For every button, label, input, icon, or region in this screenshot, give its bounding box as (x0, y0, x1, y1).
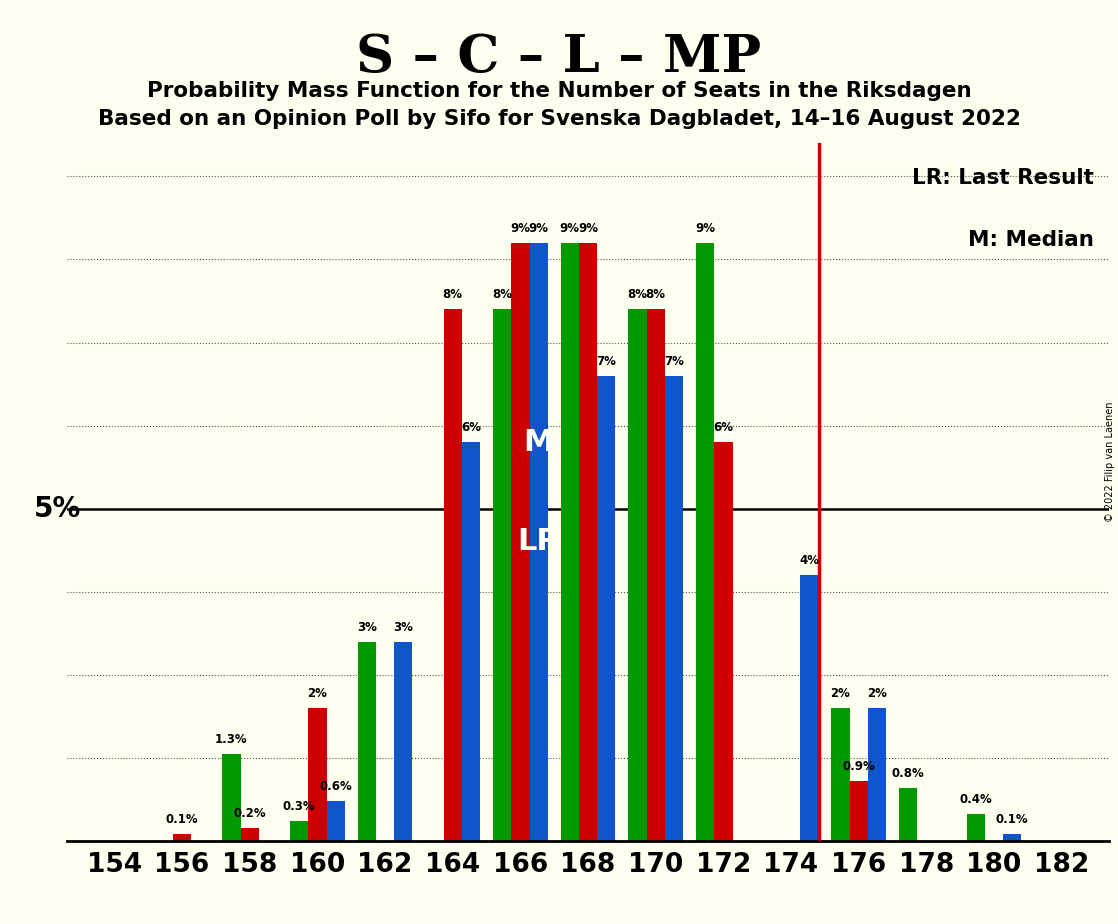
Text: 8%: 8% (443, 288, 463, 301)
Text: 0.8%: 0.8% (892, 767, 925, 780)
Text: 8%: 8% (646, 288, 665, 301)
Bar (240, 828, 259, 841)
Text: Based on an Opinion Poll by Sifo for Svenska Dagbladet, 14–16 August 2022: Based on an Opinion Poll by Sifo for Sve… (97, 109, 1021, 129)
Text: 0.3%: 0.3% (283, 800, 315, 813)
Text: 5%: 5% (34, 494, 80, 523)
Bar (800, 575, 818, 841)
Text: 0.1%: 0.1% (996, 813, 1029, 826)
Text: 3%: 3% (357, 621, 377, 634)
Bar (597, 376, 616, 841)
Bar (395, 641, 413, 841)
Bar (462, 443, 480, 841)
Text: 7%: 7% (596, 355, 616, 368)
Bar (358, 641, 376, 841)
Text: M: Median: M: Median (967, 230, 1093, 250)
Text: 0.9%: 0.9% (842, 760, 875, 773)
Bar (444, 310, 462, 841)
Bar (493, 310, 511, 841)
Text: © 2022 Filip van Laenen: © 2022 Filip van Laenen (1105, 402, 1115, 522)
Text: 0.4%: 0.4% (959, 794, 992, 807)
Bar (697, 243, 714, 841)
Bar (326, 801, 344, 841)
Bar (309, 708, 326, 841)
Text: LR: Last Result: LR: Last Result (911, 167, 1093, 188)
Text: 8%: 8% (627, 288, 647, 301)
Text: 0.1%: 0.1% (165, 813, 198, 826)
Bar (646, 310, 665, 841)
Text: 9%: 9% (695, 222, 716, 235)
Text: 8%: 8% (492, 288, 512, 301)
Text: M: M (523, 428, 553, 456)
Bar (560, 243, 579, 841)
Bar (1003, 834, 1022, 841)
Text: 2%: 2% (868, 687, 887, 700)
Bar (868, 708, 887, 841)
Text: 9%: 9% (560, 222, 580, 235)
Bar (530, 243, 548, 841)
Text: 2%: 2% (831, 687, 851, 700)
Bar (290, 821, 309, 841)
Bar (665, 376, 683, 841)
Text: 9%: 9% (578, 222, 598, 235)
Bar (967, 814, 985, 841)
Text: 0.6%: 0.6% (320, 780, 352, 793)
Text: 1.3%: 1.3% (215, 734, 248, 747)
Text: 6%: 6% (713, 421, 733, 434)
Bar (579, 243, 597, 841)
Text: 0.2%: 0.2% (234, 807, 266, 820)
Text: 7%: 7% (664, 355, 684, 368)
Text: S – C – L – MP: S – C – L – MP (357, 32, 761, 83)
Text: 6%: 6% (461, 421, 481, 434)
Text: 4%: 4% (799, 554, 819, 567)
Text: 3%: 3% (394, 621, 414, 634)
Text: 9%: 9% (511, 222, 530, 235)
Bar (222, 755, 240, 841)
Text: 9%: 9% (529, 222, 549, 235)
Text: 2%: 2% (307, 687, 328, 700)
Bar (511, 243, 530, 841)
Text: Probability Mass Function for the Number of Seats in the Riksdagen: Probability Mass Function for the Number… (146, 81, 972, 102)
Text: LR: LR (518, 528, 560, 556)
Bar (628, 310, 646, 841)
Bar (850, 781, 868, 841)
Bar (714, 443, 732, 841)
Bar (832, 708, 850, 841)
Bar (899, 787, 917, 841)
Bar (173, 834, 191, 841)
